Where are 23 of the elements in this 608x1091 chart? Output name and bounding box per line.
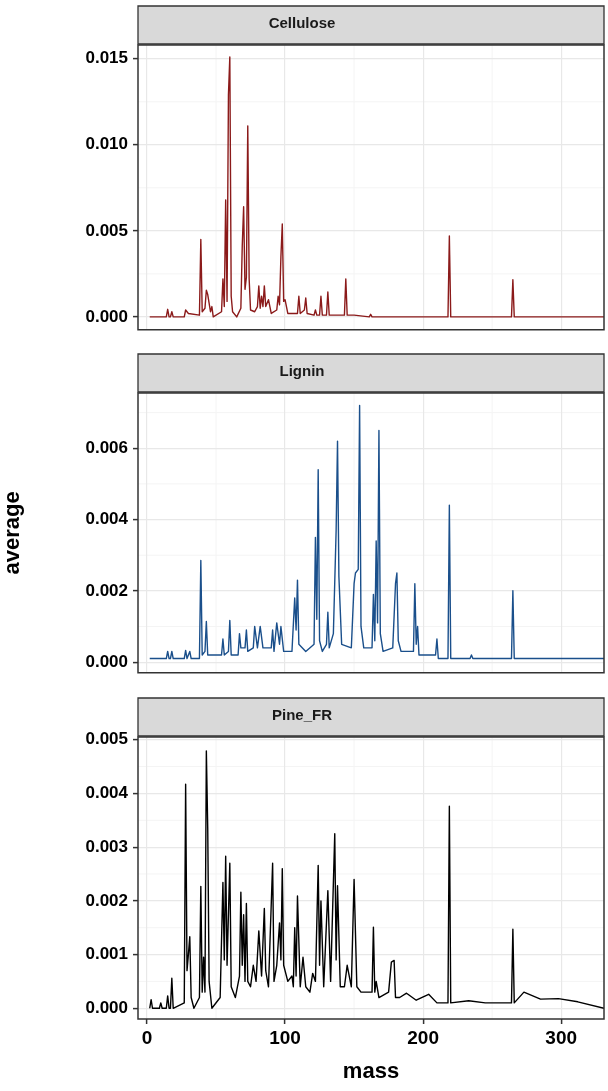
y-tick-label: 0.005 xyxy=(85,729,128,749)
y-tick-label: 0.005 xyxy=(85,220,128,240)
chart-title: Cellulose xyxy=(268,14,336,32)
y-tick-label: 0.000 xyxy=(85,306,128,326)
y-tick-label: 0.006 xyxy=(85,437,128,457)
y-tick-label: 0.002 xyxy=(85,890,128,910)
y-tick-label: 0.003 xyxy=(85,836,128,856)
y-axis-title: average xyxy=(0,491,25,575)
chart-title: Pine_FR xyxy=(271,706,333,724)
y-tick-label: 0.015 xyxy=(85,48,128,68)
x-tick-label: 0 xyxy=(141,1026,153,1048)
y-tick-label: 0.001 xyxy=(85,944,128,964)
y-tick-label: 0.000 xyxy=(85,997,128,1017)
chart-title: Lignin xyxy=(279,362,325,380)
y-tick-label: 0.000 xyxy=(85,651,128,671)
x-axis-title: mass xyxy=(342,1057,400,1083)
y-tick-label: 0.002 xyxy=(85,580,128,600)
x-tick-label: 300 xyxy=(545,1026,578,1048)
x-tick-label: 100 xyxy=(269,1026,301,1048)
y-tick-label: 0.004 xyxy=(85,783,129,803)
y-tick-label: 0.004 xyxy=(85,509,129,529)
x-tick-label: 200 xyxy=(407,1026,439,1048)
y-tick-label: 0.010 xyxy=(85,134,128,154)
